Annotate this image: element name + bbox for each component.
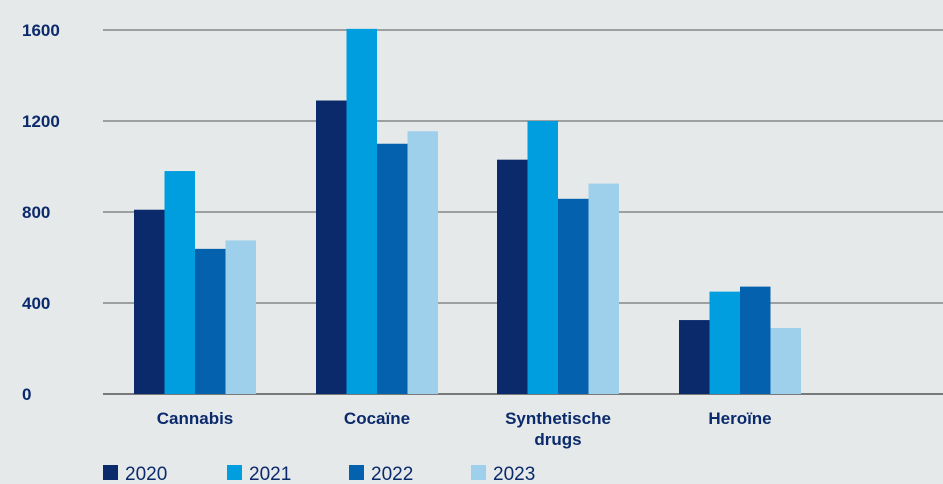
legend-label: 2020 (125, 464, 167, 484)
legend-swatch (349, 465, 364, 480)
legend-swatch (471, 465, 486, 480)
category-label: Cocaïne (344, 409, 410, 428)
bar-2023-0 (225, 240, 256, 394)
bar-2022-0 (195, 248, 226, 394)
y-tick-label: 1200 (22, 112, 60, 131)
category-label: Cannabis (157, 409, 234, 428)
bar-2021-3 (709, 291, 740, 394)
bar-2020-2 (497, 159, 528, 394)
y-tick-label: 1600 (22, 21, 60, 40)
legend-label: 2023 (493, 464, 535, 484)
y-tick-label: 400 (22, 294, 50, 313)
bar-2021-1 (346, 28, 377, 395)
legend-swatch (227, 465, 242, 480)
category-label-line: Heroïne (708, 409, 771, 428)
bar-2022-1 (377, 143, 408, 394)
legend-label: 2022 (371, 464, 413, 484)
category-label-line: Cannabis (157, 409, 234, 428)
bar-2023-1 (407, 131, 438, 395)
bar-2023-2 (588, 183, 619, 394)
bar-2020-3 (679, 320, 710, 394)
bar-2023-3 (770, 328, 801, 394)
y-tick-label: 800 (22, 203, 50, 222)
bar-2020-0 (134, 209, 165, 394)
bar-2020-1 (316, 100, 347, 395)
category-label: Heroïne (708, 409, 771, 428)
bar-2021-0 (164, 171, 195, 394)
y-tick-label: 0 (22, 385, 31, 404)
bar-2022-3 (740, 286, 771, 394)
bar-2021-2 (527, 121, 558, 394)
category-label-line: Synthetische (505, 409, 611, 428)
bar-2022-2 (558, 198, 589, 394)
legend-label: 2021 (249, 464, 291, 484)
category-label: Synthetische drugs (505, 409, 611, 449)
category-label-line: Cocaïne (344, 409, 410, 428)
category-label-line: drugs (534, 430, 581, 449)
legend-swatch (103, 465, 118, 480)
